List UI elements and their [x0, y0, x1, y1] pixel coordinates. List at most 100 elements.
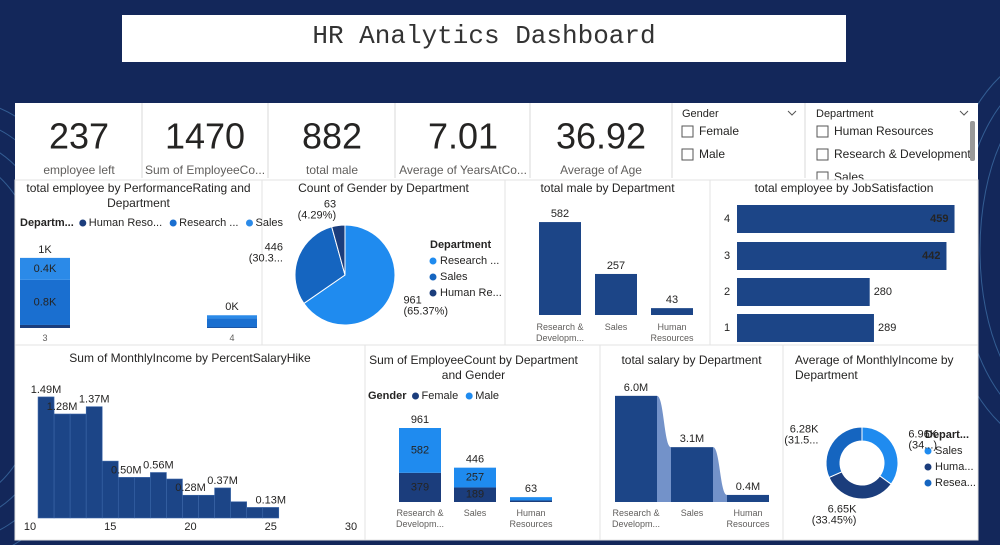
category-label: Human Resources [650, 322, 694, 343]
bar-segment [20, 257, 70, 280]
chart-title: total employee by PerformanceRating and … [26, 181, 251, 210]
bar [214, 487, 231, 519]
data-label: 0.8K [34, 296, 57, 308]
data-label: 6.28K [790, 423, 819, 435]
scrollbar[interactable] [970, 121, 975, 161]
data-label: 379 [411, 481, 429, 493]
chart-title-box: Sum of MonthlyIncome by PercentSalaryHik… [69, 351, 310, 365]
total-label: 961 [411, 414, 429, 426]
category-label: Research & Developm... [395, 508, 445, 529]
gender-slicer: Gender Female Male [681, 108, 797, 161]
category-label-box: Sales [605, 322, 628, 332]
slicer-option[interactable]: Male [699, 147, 725, 161]
kpi-label: Average of YearsAtCo... [399, 163, 527, 177]
data-label: 0.4M [736, 481, 760, 493]
category-label: 4 [724, 213, 730, 225]
pie-slice [294, 226, 346, 305]
x-tick-label: 25 [265, 521, 277, 533]
category-label: 3 [724, 250, 730, 262]
legend-swatch [429, 273, 437, 281]
category-label-box: 4 [229, 333, 235, 343]
bar-segment [207, 327, 257, 328]
category-label-box: Human Resources [726, 508, 770, 529]
legend-swatch [169, 219, 177, 227]
bar [651, 308, 693, 315]
bar [134, 477, 151, 519]
title-box [122, 15, 846, 62]
bar-segment [207, 315, 257, 319]
data-label: 43 [666, 294, 678, 306]
bar [262, 507, 280, 519]
data-label: 446 [265, 241, 283, 253]
data-label: 1.49M [31, 384, 62, 396]
bar [737, 314, 874, 342]
kpi-value: 882 [302, 116, 362, 157]
legend-title: Departm... [20, 217, 74, 229]
bar [150, 472, 167, 519]
x-tick-label: 30 [345, 521, 357, 533]
kpi-row [141, 103, 806, 178]
slicer-option[interactable]: Research & Development [834, 147, 971, 161]
kpi-label: employee left [43, 163, 115, 177]
data-label: 0.4K [34, 263, 57, 275]
legend-label: Human Re... [440, 287, 502, 299]
kpi-value: 36.92 [556, 116, 646, 157]
pie-slice [331, 224, 346, 276]
data-label: 1.28M [47, 401, 78, 413]
bar [85, 406, 103, 519]
department-slicer: Department Human Resources Research & De… [816, 108, 975, 184]
slicer-chevron[interactable] [787, 110, 797, 116]
kpi-value: 1470 [165, 116, 245, 157]
data-label: 0.50M [111, 464, 142, 476]
bar-segment [20, 279, 70, 325]
legend-label: Sales [935, 445, 963, 457]
data-label: 0.28M [175, 482, 206, 494]
chart-title-box: total male by Department [540, 181, 674, 195]
data-label: 459 [930, 213, 948, 225]
legend-label: Female [422, 390, 459, 402]
category-label-box: Sales [464, 508, 487, 518]
ribbon [657, 395, 671, 502]
category-label-box: 3 [42, 333, 48, 343]
bar [37, 396, 55, 519]
chart-title-box: total employee by PerformanceRating and … [26, 181, 251, 210]
bar-segment [510, 500, 552, 502]
data-label: 63 [324, 199, 336, 211]
kpi-label: total male [306, 163, 358, 177]
checkbox[interactable] [816, 125, 829, 138]
category-label: 4 [229, 333, 235, 343]
bar [69, 413, 87, 519]
category-label: Research & Developm... [535, 322, 585, 343]
slicer-title: Gender [682, 108, 719, 120]
chart-title-box: Count of Gender by Department [298, 181, 469, 195]
category-label-box: Research & Developm... [535, 322, 585, 343]
category-label: Human Resources [726, 508, 770, 529]
data-label: 289 [878, 322, 896, 334]
bar [230, 501, 247, 519]
legend-swatch [465, 392, 473, 400]
slicer-option[interactable]: Human Resources [834, 124, 933, 138]
checkbox[interactable] [816, 148, 829, 161]
bar-segment [454, 487, 496, 502]
category-label: Human Resources [509, 508, 553, 529]
kpi-label: Sum of EmployeeCo... [145, 163, 265, 177]
legend-label: Male [475, 390, 499, 402]
bar-segment [399, 428, 441, 473]
checkbox[interactable] [681, 125, 694, 138]
donut-slice [825, 426, 863, 479]
category-label: 3 [42, 333, 48, 343]
slicer-option[interactable]: Female [699, 124, 739, 138]
data-label: 6.0M [624, 382, 648, 394]
page-title: HR Analytics Dashboard [312, 21, 655, 51]
bar [737, 242, 947, 270]
legend-swatch [924, 463, 932, 471]
legend-swatch [429, 289, 437, 297]
percent-label: (30.3... [249, 252, 283, 264]
kpi-value: 237 [49, 116, 109, 157]
slicer-chevron[interactable] [959, 110, 969, 116]
checkbox[interactable] [681, 148, 694, 161]
bar [53, 413, 71, 519]
category-label-box: Human Resources [650, 322, 694, 343]
legend-swatch [429, 257, 437, 265]
x-tick-label: 20 [184, 521, 196, 533]
